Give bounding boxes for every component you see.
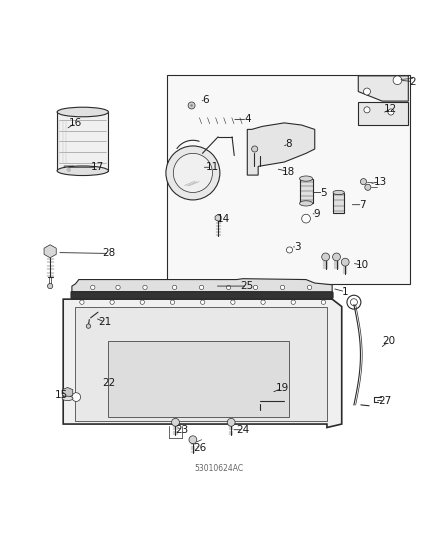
- Polygon shape: [72, 279, 332, 293]
- Circle shape: [199, 285, 204, 289]
- Circle shape: [110, 300, 114, 304]
- Text: 1: 1: [342, 287, 349, 297]
- Circle shape: [116, 285, 120, 289]
- Polygon shape: [272, 240, 319, 260]
- Circle shape: [166, 146, 220, 200]
- Polygon shape: [63, 299, 342, 427]
- Polygon shape: [266, 236, 328, 264]
- Circle shape: [91, 285, 95, 289]
- Text: 26: 26: [193, 443, 206, 454]
- Polygon shape: [358, 102, 408, 125]
- Text: 11: 11: [206, 162, 219, 172]
- Text: 4: 4: [244, 115, 251, 124]
- Text: 8: 8: [285, 139, 292, 149]
- Circle shape: [226, 285, 231, 289]
- Text: 53010624AC: 53010624AC: [194, 464, 244, 473]
- Text: 14: 14: [217, 214, 230, 224]
- Text: 15: 15: [55, 390, 68, 400]
- Text: 20: 20: [382, 336, 396, 346]
- Ellipse shape: [57, 107, 109, 117]
- Polygon shape: [44, 245, 56, 258]
- Circle shape: [47, 284, 53, 289]
- Circle shape: [341, 258, 349, 266]
- Text: 9: 9: [314, 209, 320, 219]
- Circle shape: [365, 184, 371, 190]
- Circle shape: [190, 104, 193, 107]
- Polygon shape: [294, 206, 318, 231]
- Polygon shape: [75, 306, 327, 421]
- Text: 28: 28: [102, 248, 116, 259]
- Text: 16: 16: [69, 118, 82, 128]
- Polygon shape: [215, 214, 221, 221]
- Circle shape: [67, 168, 71, 172]
- Circle shape: [388, 109, 394, 115]
- Circle shape: [302, 214, 311, 223]
- Circle shape: [72, 393, 81, 401]
- Polygon shape: [71, 292, 333, 298]
- Text: 2: 2: [410, 77, 416, 86]
- Circle shape: [173, 154, 212, 192]
- Circle shape: [173, 285, 177, 289]
- Circle shape: [360, 179, 367, 184]
- Polygon shape: [108, 341, 289, 417]
- Circle shape: [364, 107, 370, 113]
- Circle shape: [261, 300, 265, 304]
- Circle shape: [143, 285, 147, 289]
- Text: 18: 18: [282, 167, 295, 176]
- Polygon shape: [333, 192, 344, 213]
- Polygon shape: [300, 179, 313, 204]
- Circle shape: [231, 300, 235, 304]
- Circle shape: [227, 418, 235, 426]
- Text: 25: 25: [240, 281, 254, 291]
- FancyBboxPatch shape: [64, 166, 74, 174]
- Circle shape: [364, 88, 371, 95]
- Polygon shape: [358, 76, 408, 101]
- Circle shape: [172, 418, 180, 426]
- Circle shape: [280, 285, 285, 289]
- Circle shape: [332, 253, 340, 261]
- Text: 13: 13: [374, 176, 387, 187]
- Circle shape: [188, 102, 195, 109]
- Text: 3: 3: [294, 242, 300, 252]
- Ellipse shape: [62, 396, 73, 400]
- Circle shape: [286, 247, 293, 253]
- Polygon shape: [62, 387, 73, 398]
- Text: 17: 17: [91, 162, 104, 172]
- Text: 24: 24: [237, 425, 250, 435]
- Ellipse shape: [300, 176, 313, 181]
- Ellipse shape: [57, 166, 109, 175]
- Text: 21: 21: [99, 317, 112, 327]
- Circle shape: [201, 300, 205, 304]
- Circle shape: [170, 300, 175, 304]
- Ellipse shape: [300, 201, 313, 206]
- Ellipse shape: [333, 190, 344, 195]
- Circle shape: [393, 76, 402, 85]
- Circle shape: [291, 300, 296, 304]
- Polygon shape: [247, 123, 315, 175]
- Text: 7: 7: [359, 200, 366, 209]
- Text: 5: 5: [320, 188, 327, 198]
- Text: 23: 23: [175, 425, 189, 435]
- Circle shape: [307, 285, 312, 289]
- Text: 6: 6: [203, 95, 209, 105]
- FancyBboxPatch shape: [194, 114, 247, 128]
- Text: 22: 22: [102, 378, 116, 388]
- Circle shape: [140, 300, 145, 304]
- Circle shape: [321, 300, 325, 304]
- Circle shape: [322, 253, 329, 261]
- Circle shape: [80, 300, 84, 304]
- Circle shape: [86, 324, 91, 328]
- Text: 10: 10: [356, 260, 369, 270]
- Text: 27: 27: [378, 395, 391, 406]
- Circle shape: [189, 436, 197, 443]
- Text: 19: 19: [276, 383, 289, 393]
- Circle shape: [252, 146, 258, 152]
- Bar: [57, 112, 109, 171]
- Circle shape: [253, 285, 258, 289]
- Polygon shape: [167, 75, 410, 284]
- Text: 12: 12: [384, 104, 398, 114]
